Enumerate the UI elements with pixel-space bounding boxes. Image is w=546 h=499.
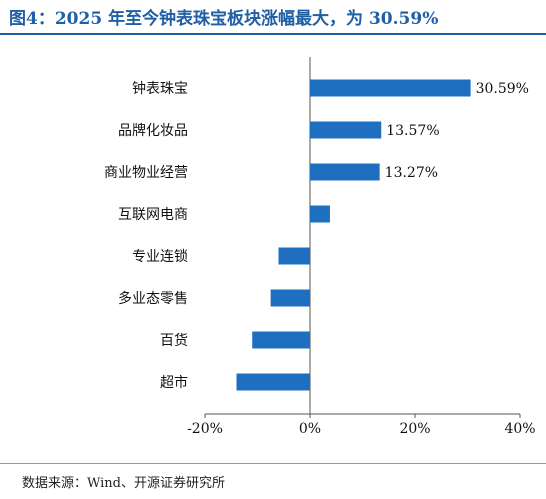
bar xyxy=(252,331,310,349)
data-label: 13.57% xyxy=(386,123,439,139)
bar xyxy=(310,163,380,181)
category-label: 专业连锁 xyxy=(132,249,188,265)
bar xyxy=(236,373,310,391)
source-divider xyxy=(0,463,546,464)
data-label: 30.59% xyxy=(476,81,529,97)
category-label: 多业态零售 xyxy=(118,290,188,307)
category-label: 品牌化妆品 xyxy=(118,122,188,139)
bar xyxy=(310,79,471,97)
bar xyxy=(270,289,310,307)
x-tick-label: 20% xyxy=(399,421,430,437)
bar xyxy=(310,121,382,139)
x-tick-label: -20% xyxy=(187,421,223,437)
x-tick-label: 0% xyxy=(299,421,321,437)
category-label: 钟表珠宝 xyxy=(132,80,188,97)
bar xyxy=(310,205,330,223)
title-divider xyxy=(0,33,546,35)
bar xyxy=(278,247,310,265)
x-tick-label: 40% xyxy=(504,421,535,437)
category-label: 百货 xyxy=(160,332,188,349)
data-label: 13.27% xyxy=(385,165,438,181)
category-label: 互联网电商 xyxy=(118,207,188,223)
source-note: 数据来源：Wind、开源证券研究所 xyxy=(22,476,225,491)
category-label: 超市 xyxy=(160,374,188,391)
category-label: 商业物业经营 xyxy=(104,165,188,181)
bar-chart: -20% 0% 20% 40% 钟表珠宝 30.59% 品牌化妆品 13.57% 商业物业经营 1… xyxy=(104,57,536,437)
figure-title: 图4：2025 年至今钟表珠宝板块涨幅最大，为 30.59% xyxy=(9,9,439,29)
